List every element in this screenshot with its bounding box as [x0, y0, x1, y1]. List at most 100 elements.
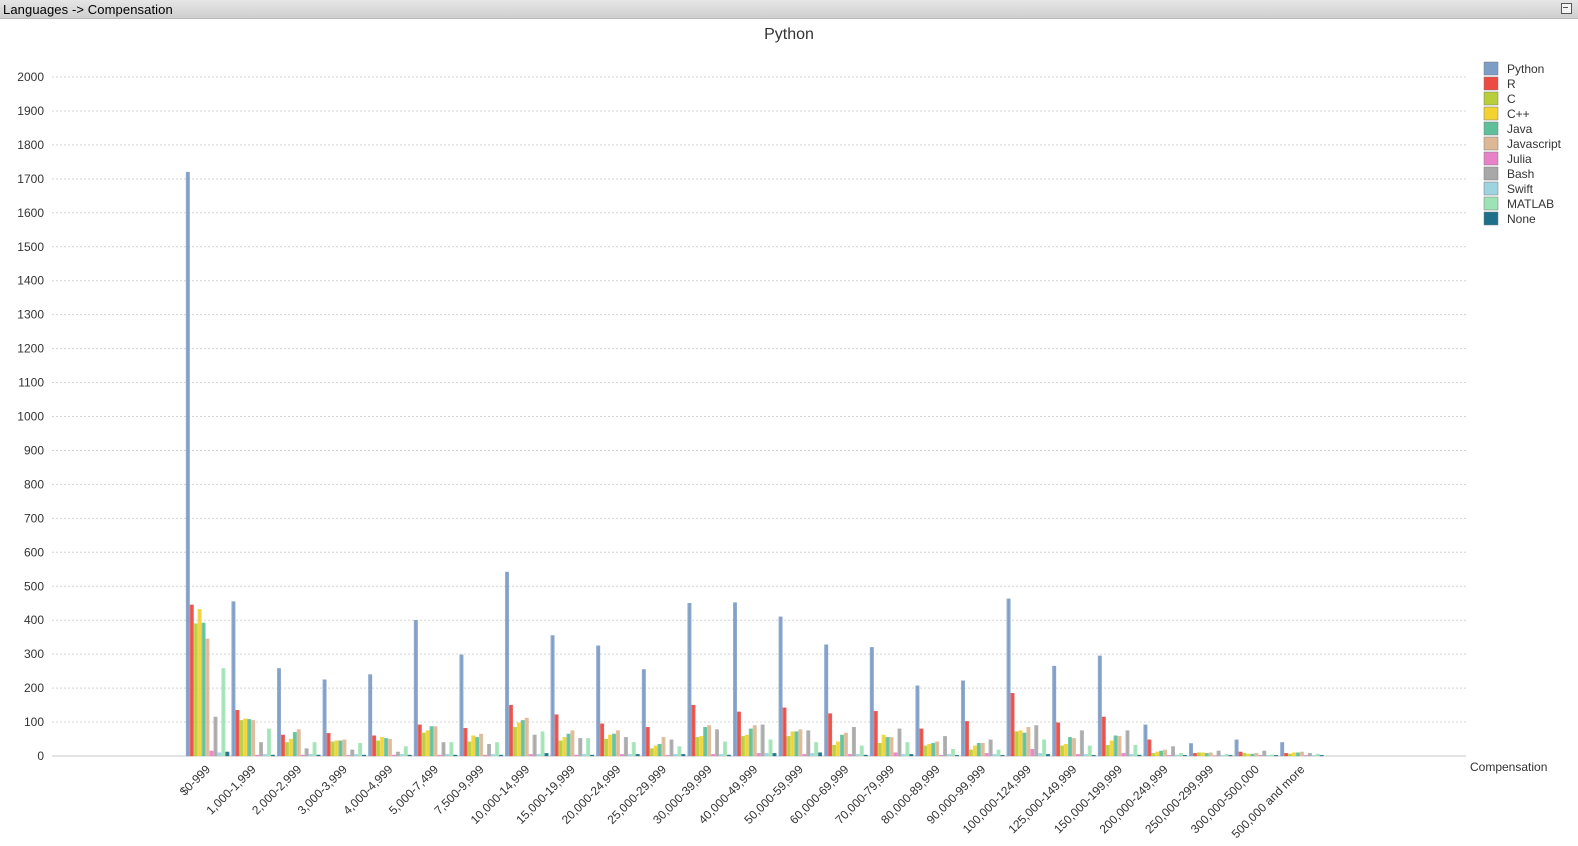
bar-matlab[interactable] [768, 739, 773, 757]
bar-swift[interactable] [764, 753, 769, 757]
bar-python[interactable] [277, 668, 281, 757]
bar-matlab[interactable] [403, 746, 408, 757]
bar-swift[interactable] [308, 754, 313, 757]
bar-c-[interactable] [1018, 730, 1023, 757]
bar-javascript[interactable] [570, 730, 575, 757]
bar-c-[interactable] [380, 737, 384, 757]
bar-c[interactable] [330, 741, 335, 757]
bar-c[interactable] [740, 736, 745, 757]
bar-swift[interactable] [855, 754, 860, 757]
bar-python[interactable] [1143, 724, 1148, 757]
bar-c[interactable] [968, 749, 973, 757]
bar-r[interactable] [417, 724, 422, 757]
bar-julia[interactable] [1303, 755, 1308, 757]
bar-swift[interactable] [673, 754, 678, 757]
bar-matlab[interactable] [1042, 739, 1047, 757]
bar-swift[interactable] [1129, 754, 1134, 757]
bar-swift[interactable] [1266, 755, 1271, 757]
bar-r[interactable] [965, 721, 969, 757]
bar-julia[interactable] [391, 754, 396, 757]
bar-c-[interactable] [881, 734, 886, 757]
bar-julia[interactable] [483, 754, 488, 757]
bar-java[interactable] [1250, 753, 1255, 757]
bar-bash[interactable] [1216, 750, 1221, 757]
bar-r[interactable] [235, 710, 240, 757]
bar-matlab[interactable] [1133, 744, 1138, 757]
bar-matlab[interactable] [1087, 745, 1092, 757]
bar-none[interactable] [407, 754, 412, 757]
bar-python[interactable] [687, 603, 692, 757]
bar-matlab[interactable] [1179, 753, 1183, 757]
bar-r[interactable] [645, 726, 650, 757]
bar-java[interactable] [201, 622, 206, 757]
bar-bash[interactable] [1307, 753, 1312, 757]
bar-swift[interactable] [992, 754, 997, 757]
bar-none[interactable] [270, 754, 275, 757]
bar-julia[interactable] [1030, 749, 1035, 757]
bar-julia[interactable] [847, 754, 852, 757]
bar-r[interactable] [1284, 753, 1289, 757]
bar-bash[interactable] [715, 729, 719, 757]
bar-javascript[interactable] [1254, 753, 1259, 757]
bar-python[interactable] [869, 647, 874, 757]
bar-r[interactable] [372, 735, 377, 757]
bar-r[interactable] [1238, 751, 1243, 757]
bar-matlab[interactable] [905, 742, 910, 757]
bar-none[interactable] [544, 753, 549, 757]
bar-julia[interactable] [665, 755, 670, 757]
bar-c-[interactable] [790, 731, 795, 757]
bar-r[interactable] [1010, 693, 1015, 757]
bar-javascript[interactable] [889, 737, 894, 757]
bar-c-[interactable] [836, 741, 840, 757]
bar-matlab[interactable] [951, 749, 955, 757]
bar-c-[interactable] [516, 722, 521, 757]
bar-javascript[interactable] [661, 737, 666, 757]
bar-matlab[interactable] [494, 742, 499, 757]
bar-none[interactable] [818, 752, 823, 757]
bar-python[interactable] [413, 620, 418, 757]
bar-c-[interactable] [653, 745, 658, 757]
bar-c-[interactable] [1246, 753, 1251, 757]
bar-c[interactable] [923, 745, 928, 757]
bar-none[interactable] [590, 754, 595, 757]
bar-c[interactable] [558, 740, 563, 757]
bar-matlab[interactable] [723, 741, 727, 757]
bar-c-[interactable] [1200, 752, 1205, 757]
bar-none[interactable] [772, 753, 777, 757]
bar-c-[interactable] [471, 735, 476, 757]
bar-matlab[interactable] [859, 745, 864, 757]
bar-javascript[interactable] [1026, 726, 1031, 757]
bar-c[interactable] [421, 732, 426, 757]
bar-python[interactable] [368, 674, 373, 757]
bar-r[interactable] [828, 713, 833, 757]
bar-julia[interactable] [619, 754, 624, 757]
bar-c-[interactable] [699, 736, 704, 757]
bar-swift[interactable] [399, 754, 404, 757]
bar-bash[interactable] [623, 737, 628, 757]
bar-none[interactable] [362, 754, 367, 757]
bar-matlab[interactable] [221, 668, 226, 757]
bar-python[interactable] [961, 680, 965, 757]
bar-swift[interactable] [1220, 755, 1225, 757]
bar-none[interactable] [1274, 755, 1279, 757]
bar-bash[interactable] [259, 742, 263, 757]
bar-none[interactable] [1137, 754, 1142, 757]
bar-c-[interactable] [1109, 740, 1114, 757]
bar-java[interactable] [1022, 732, 1027, 757]
bar-c[interactable] [284, 742, 289, 757]
bar-java[interactable] [1204, 753, 1209, 757]
bar-swift[interactable] [1038, 753, 1043, 757]
bar-none[interactable] [498, 754, 503, 757]
bar-bash[interactable] [441, 742, 446, 757]
bar-matlab[interactable] [631, 742, 636, 757]
bar-r[interactable] [1056, 722, 1061, 757]
bar-java[interactable] [840, 734, 844, 757]
bar-none[interactable] [1319, 755, 1324, 757]
restore-icon[interactable] [1561, 3, 1572, 14]
bar-none[interactable] [726, 754, 731, 757]
bar-r[interactable] [508, 704, 513, 757]
bar-javascript[interactable] [479, 733, 484, 757]
bar-python[interactable] [596, 645, 601, 757]
bar-r[interactable] [326, 733, 331, 757]
bar-r[interactable] [737, 711, 741, 757]
